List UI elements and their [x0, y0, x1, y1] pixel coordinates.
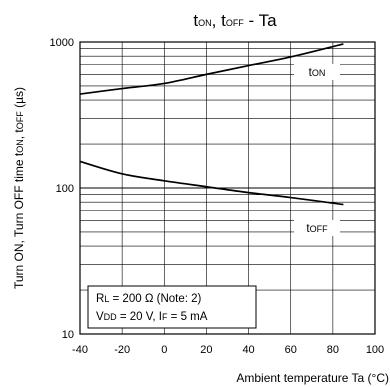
ton-series-label: tON — [309, 67, 326, 79]
toff-curve — [79, 160, 344, 206]
annotation-line-2: VDD = 20 V, IF = 5 mA — [96, 311, 208, 323]
ton-curve — [79, 43, 344, 95]
x-axis-label: Ambient temperature Ta (°C) — [236, 371, 389, 385]
x-tick-label: -20 — [114, 344, 130, 356]
x-tick-label: -40 — [72, 344, 88, 356]
plot-frame — [79, 41, 376, 335]
y-tick-labels: 10 100 1000 — [50, 37, 74, 341]
x-tick-label: 20 — [200, 344, 212, 356]
toff-label-box — [294, 220, 340, 236]
x-tick-label: 0 — [161, 344, 167, 356]
y-tick-label: 100 — [56, 183, 74, 195]
x-tick-label: 100 — [366, 344, 384, 356]
x-tick-label: 40 — [242, 344, 254, 356]
toff-series-label: tOFF — [306, 223, 328, 235]
x-tick-label: 80 — [327, 344, 339, 356]
x-tick-label: 60 — [285, 344, 297, 356]
y-tick-label: 10 — [62, 329, 74, 341]
y-axis-label: Turn ON, Turn OFF time tON, tOFF (µs) — [12, 87, 26, 289]
curves — [79, 43, 344, 206]
annotation-box — [87, 285, 257, 329]
y-tick-label: 1000 — [50, 37, 74, 49]
ton-label-box — [294, 64, 340, 80]
x-tick-labels: -40 -20 0 20 40 60 80 100 — [72, 344, 384, 356]
annotation-line-1: RL = 200 Ω (Note: 2) — [96, 293, 202, 305]
chart-title: tON, tOFF - Ta — [193, 11, 277, 30]
